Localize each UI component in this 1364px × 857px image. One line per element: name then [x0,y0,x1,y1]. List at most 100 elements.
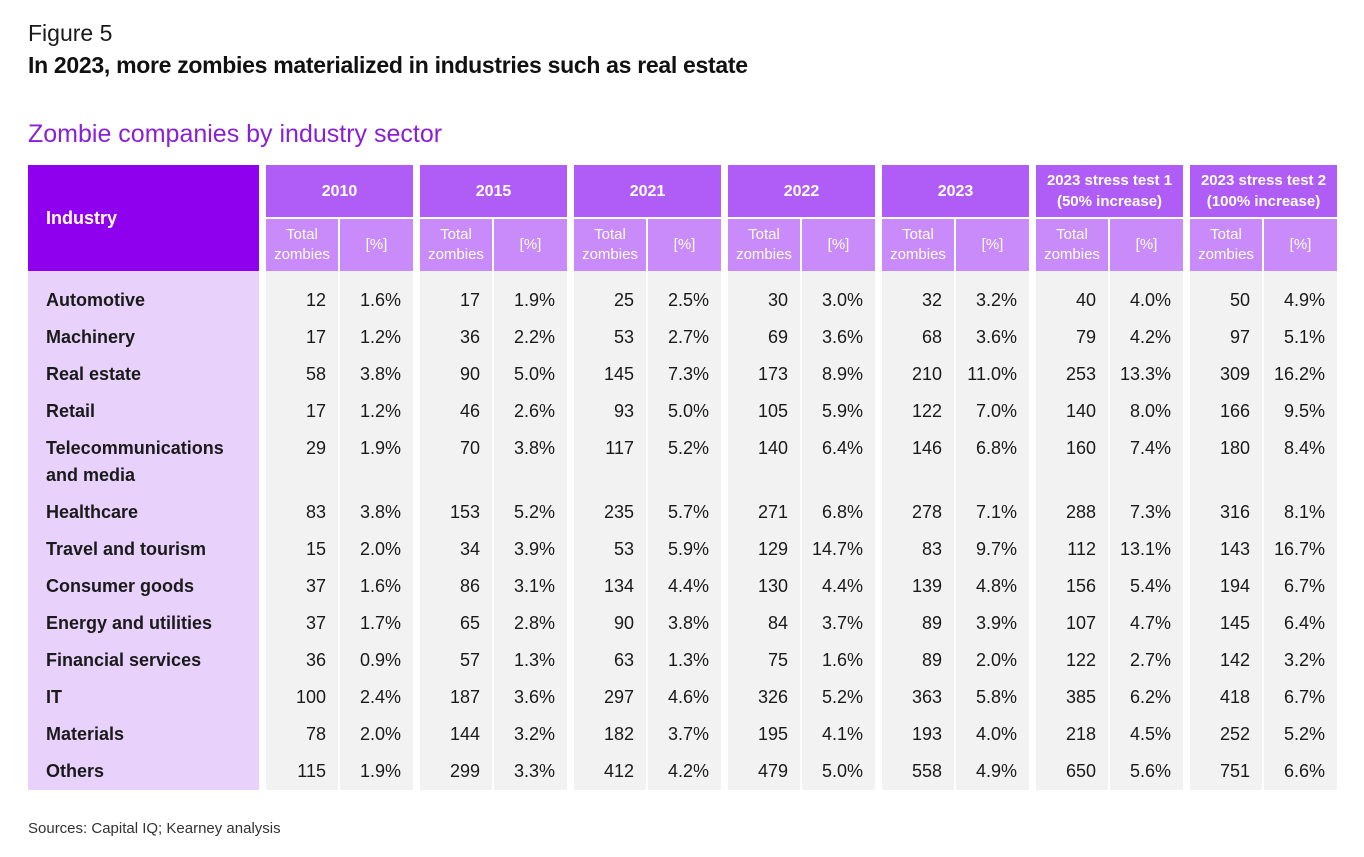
table-row: Machinery 17 1.2% 36 2.2% 53 2.7% 69 3.6% 68 3.6% 7… [28,319,1337,356]
total-zombies-cell: 29 [266,430,340,494]
column-gap [259,271,266,282]
total-zombies-cell: 146 [882,430,956,494]
total-zombies-cell: 145 [574,356,648,393]
percent-cell: 4.9% [1264,282,1337,319]
column-gap [1029,430,1036,494]
percent-cell: 5.2% [494,494,567,531]
total-zombies-cell: 153 [420,494,494,531]
total-zombies-cell: 36 [420,319,494,356]
total-zombies-cell: 107 [1036,605,1110,642]
total-zombies-cell: 105 [728,393,802,430]
column-gap [1029,356,1036,393]
percent-cell: 5.0% [648,393,721,430]
period-header: 2023 stress test 1 (50% increase) [1036,165,1183,217]
percent-cell: 2.7% [648,319,721,356]
percent-cell: 4.6% [648,679,721,716]
total-zombies-cell: 17 [266,319,340,356]
industry-name: Consumer goods [28,568,259,605]
column-gap [567,282,574,319]
column-gap [259,716,266,753]
percent-cell: 3.6% [802,319,875,356]
total-zombies-cell: 180 [1190,430,1264,494]
column-gap [259,679,266,716]
total-zombies-cell: 271 [728,494,802,531]
column-gap [1029,753,1036,790]
total-zombies-cell: 173 [728,356,802,393]
percent-header: [%] [802,217,875,271]
figure-label: Figure 5 [28,20,113,46]
total-zombies-cell: 50 [1190,282,1264,319]
percent-cell: 13.1% [1110,531,1183,568]
percent-cell: 3.6% [494,679,567,716]
total-zombies-cell: 156 [1036,568,1110,605]
total-zombies-cell: 144 [420,716,494,753]
column-gap [1183,430,1190,494]
percent-cell: 6.4% [1264,605,1337,642]
column-gap [875,271,882,282]
total-zombies-cell: 558 [882,753,956,790]
total-zombies-cell: 37 [266,605,340,642]
column-gap [413,356,420,393]
percent-cell: 5.7% [648,494,721,531]
percent-cell: 2.6% [494,393,567,430]
total-zombies-cell: 193 [882,716,956,753]
column-gap [721,642,728,679]
percent-cell: 3.1% [494,568,567,605]
column-gap [1029,642,1036,679]
column-gap [721,271,728,282]
percent-cell: 1.7% [340,605,413,642]
figure-title: In 2023, more zombies materialized in in… [28,52,748,78]
percent-cell: 2.5% [648,282,721,319]
column-gap [875,356,882,393]
total-zombies-cell: 309 [1190,356,1264,393]
percent-cell: 16.2% [1264,356,1337,393]
percent-header: [%] [340,217,413,271]
percent-header: [%] [648,217,721,271]
total-zombies-cell: 86 [420,568,494,605]
table-row: Telecommunications and media 29 1.9% 70 3.8%… [28,430,1337,494]
percent-cell: 6.7% [1264,679,1337,716]
total-zombies-cell: 385 [1036,679,1110,716]
total-zombies-cell: 218 [1036,716,1110,753]
percent-cell: 7.1% [956,494,1029,531]
column-gap [413,605,420,642]
industry-name: IT [28,679,259,716]
column-gap [1029,568,1036,605]
total-zombies-cell: 17 [266,393,340,430]
column-gap [413,430,420,494]
column-gap [721,753,728,790]
column-gap [875,531,882,568]
total-zombies-cell: 326 [728,679,802,716]
column-gap [1029,165,1036,271]
column-gap [1029,605,1036,642]
total-zombies-cell: 160 [1036,430,1110,494]
percent-cell: 9.5% [1264,393,1337,430]
table-row: Automotive 12 1.6% 17 1.9% 25 2.5% 30 3.0% 32 3.2%… [28,282,1337,319]
column-gap [875,753,882,790]
column-gap [259,430,266,494]
percent-cell: 3.3% [494,753,567,790]
column-gap [1183,319,1190,356]
column-gap [721,716,728,753]
column-gap [259,282,266,319]
total-zombies-cell: 83 [266,494,340,531]
row-spacer [28,271,259,282]
percent-cell: 14.7% [802,531,875,568]
percent-cell: 3.2% [956,282,1029,319]
percent-cell: 1.3% [494,642,567,679]
total-zombies-cell: 363 [882,679,956,716]
percent-cell: 2.8% [494,605,567,642]
period-header: 2010 [266,165,413,217]
column-gap [875,679,882,716]
percent-cell: 9.7% [956,531,1029,568]
percent-cell: 3.7% [648,716,721,753]
percent-cell: 5.2% [1264,716,1337,753]
column-gap [259,753,266,790]
percent-cell: 4.8% [956,568,1029,605]
percent-cell: 4.4% [802,568,875,605]
total-zombies-cell: 34 [420,531,494,568]
column-gap [1183,716,1190,753]
total-zombies-cell: 12 [266,282,340,319]
row-spacer [1264,271,1337,282]
column-gap [413,282,420,319]
